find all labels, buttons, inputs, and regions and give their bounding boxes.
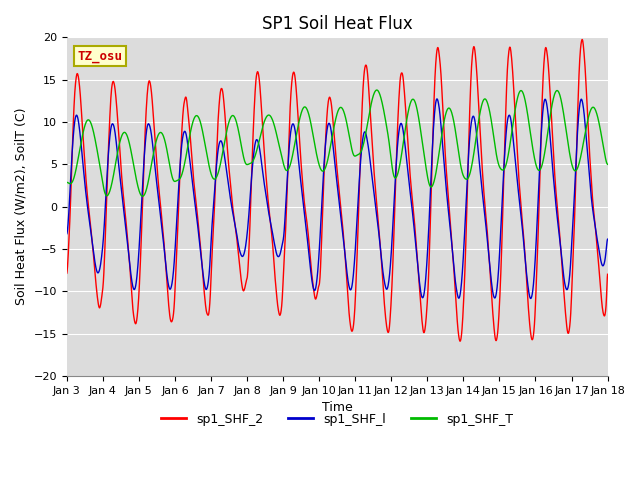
X-axis label: Time: Time	[322, 401, 353, 414]
Text: TZ_osu: TZ_osu	[77, 49, 123, 63]
Legend: sp1_SHF_2, sp1_SHF_l, sp1_SHF_T: sp1_SHF_2, sp1_SHF_l, sp1_SHF_T	[156, 408, 518, 431]
Y-axis label: Soil Heat Flux (W/m2), SoilT (C): Soil Heat Flux (W/m2), SoilT (C)	[15, 108, 28, 305]
Title: SP1 Soil Heat Flux: SP1 Soil Heat Flux	[262, 15, 413, 33]
